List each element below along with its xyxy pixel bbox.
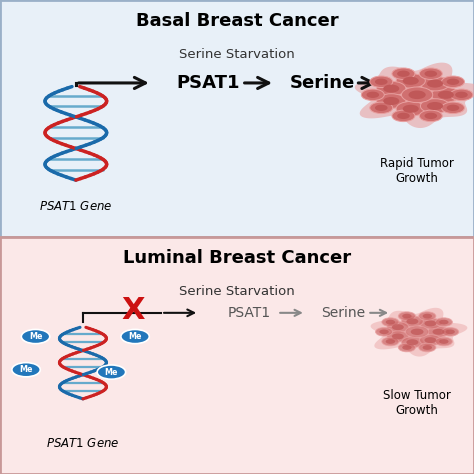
FancyBboxPatch shape	[0, 0, 474, 237]
Circle shape	[419, 343, 436, 352]
Text: Slow Tumor
Growth: Slow Tumor Growth	[383, 389, 451, 417]
Circle shape	[419, 110, 442, 122]
Circle shape	[377, 94, 406, 109]
Circle shape	[375, 79, 388, 85]
Text: Serine: Serine	[321, 306, 366, 320]
Circle shape	[386, 339, 395, 344]
Circle shape	[409, 91, 426, 99]
Circle shape	[383, 84, 399, 92]
Circle shape	[97, 365, 126, 379]
Circle shape	[401, 316, 423, 327]
Text: X: X	[121, 296, 145, 325]
Circle shape	[405, 326, 429, 337]
Text: Serine: Serine	[290, 74, 355, 92]
Polygon shape	[371, 308, 467, 356]
Circle shape	[386, 320, 395, 324]
Circle shape	[455, 91, 468, 98]
Text: Serine Starvation: Serine Starvation	[179, 285, 295, 298]
Text: Luminal Breast Cancer: Luminal Breast Cancer	[123, 249, 351, 267]
Text: Me: Me	[105, 368, 118, 376]
Circle shape	[441, 102, 465, 114]
FancyBboxPatch shape	[0, 237, 474, 474]
Circle shape	[366, 91, 379, 98]
Text: $PSAT1$ Gene: $PSAT1$ Gene	[39, 200, 112, 213]
Text: PSAT1: PSAT1	[228, 306, 270, 320]
Circle shape	[370, 102, 393, 114]
Circle shape	[420, 99, 450, 113]
Text: Basal Breast Cancer: Basal Breast Cancer	[136, 12, 338, 30]
Text: Rapid Tumor
Growth: Rapid Tumor Growth	[380, 156, 454, 185]
Circle shape	[447, 105, 459, 111]
Circle shape	[375, 328, 392, 336]
Circle shape	[403, 105, 419, 113]
Circle shape	[450, 89, 473, 100]
Text: PSAT1: PSAT1	[177, 74, 240, 92]
Circle shape	[370, 76, 393, 88]
Polygon shape	[355, 63, 474, 128]
Circle shape	[387, 331, 409, 342]
Circle shape	[438, 91, 454, 99]
Circle shape	[419, 68, 442, 80]
Circle shape	[402, 345, 411, 350]
Circle shape	[382, 318, 399, 327]
Circle shape	[423, 345, 432, 350]
Circle shape	[427, 80, 443, 88]
Circle shape	[420, 76, 450, 91]
Circle shape	[383, 97, 399, 105]
Circle shape	[397, 113, 410, 119]
Circle shape	[396, 73, 425, 88]
Circle shape	[392, 333, 404, 339]
Circle shape	[392, 110, 415, 122]
Circle shape	[431, 88, 460, 102]
Circle shape	[21, 329, 50, 344]
Circle shape	[424, 337, 437, 343]
Circle shape	[403, 77, 419, 85]
Circle shape	[392, 68, 415, 80]
Circle shape	[402, 314, 411, 319]
Circle shape	[446, 329, 455, 334]
Circle shape	[379, 329, 389, 334]
Circle shape	[387, 322, 409, 333]
Circle shape	[427, 102, 443, 110]
Text: Me: Me	[29, 332, 42, 341]
Circle shape	[419, 312, 436, 320]
Circle shape	[424, 320, 437, 327]
Circle shape	[425, 113, 437, 119]
Circle shape	[419, 318, 441, 329]
Circle shape	[435, 318, 452, 327]
Circle shape	[121, 329, 149, 344]
Circle shape	[428, 327, 449, 337]
Circle shape	[382, 337, 399, 346]
Circle shape	[375, 105, 388, 111]
Circle shape	[361, 89, 384, 100]
Text: Me: Me	[19, 365, 33, 374]
Circle shape	[419, 335, 441, 346]
Circle shape	[441, 76, 465, 88]
Circle shape	[406, 319, 419, 324]
Circle shape	[423, 314, 432, 319]
Circle shape	[442, 328, 459, 336]
Circle shape	[396, 101, 425, 116]
Circle shape	[432, 329, 445, 335]
Circle shape	[12, 363, 40, 377]
Circle shape	[435, 337, 452, 346]
Circle shape	[425, 71, 437, 77]
Circle shape	[401, 337, 423, 347]
Circle shape	[439, 320, 448, 324]
Circle shape	[377, 81, 406, 96]
Circle shape	[401, 87, 433, 103]
Circle shape	[398, 312, 416, 320]
Circle shape	[406, 339, 419, 345]
Text: $PSAT1$ Gene: $PSAT1$ Gene	[46, 437, 119, 450]
Text: Me: Me	[128, 332, 142, 341]
Circle shape	[392, 324, 404, 330]
Circle shape	[447, 79, 459, 85]
Text: Serine Starvation: Serine Starvation	[179, 48, 295, 61]
Circle shape	[410, 328, 424, 335]
Circle shape	[439, 339, 448, 344]
Circle shape	[398, 343, 416, 352]
Circle shape	[397, 71, 410, 77]
